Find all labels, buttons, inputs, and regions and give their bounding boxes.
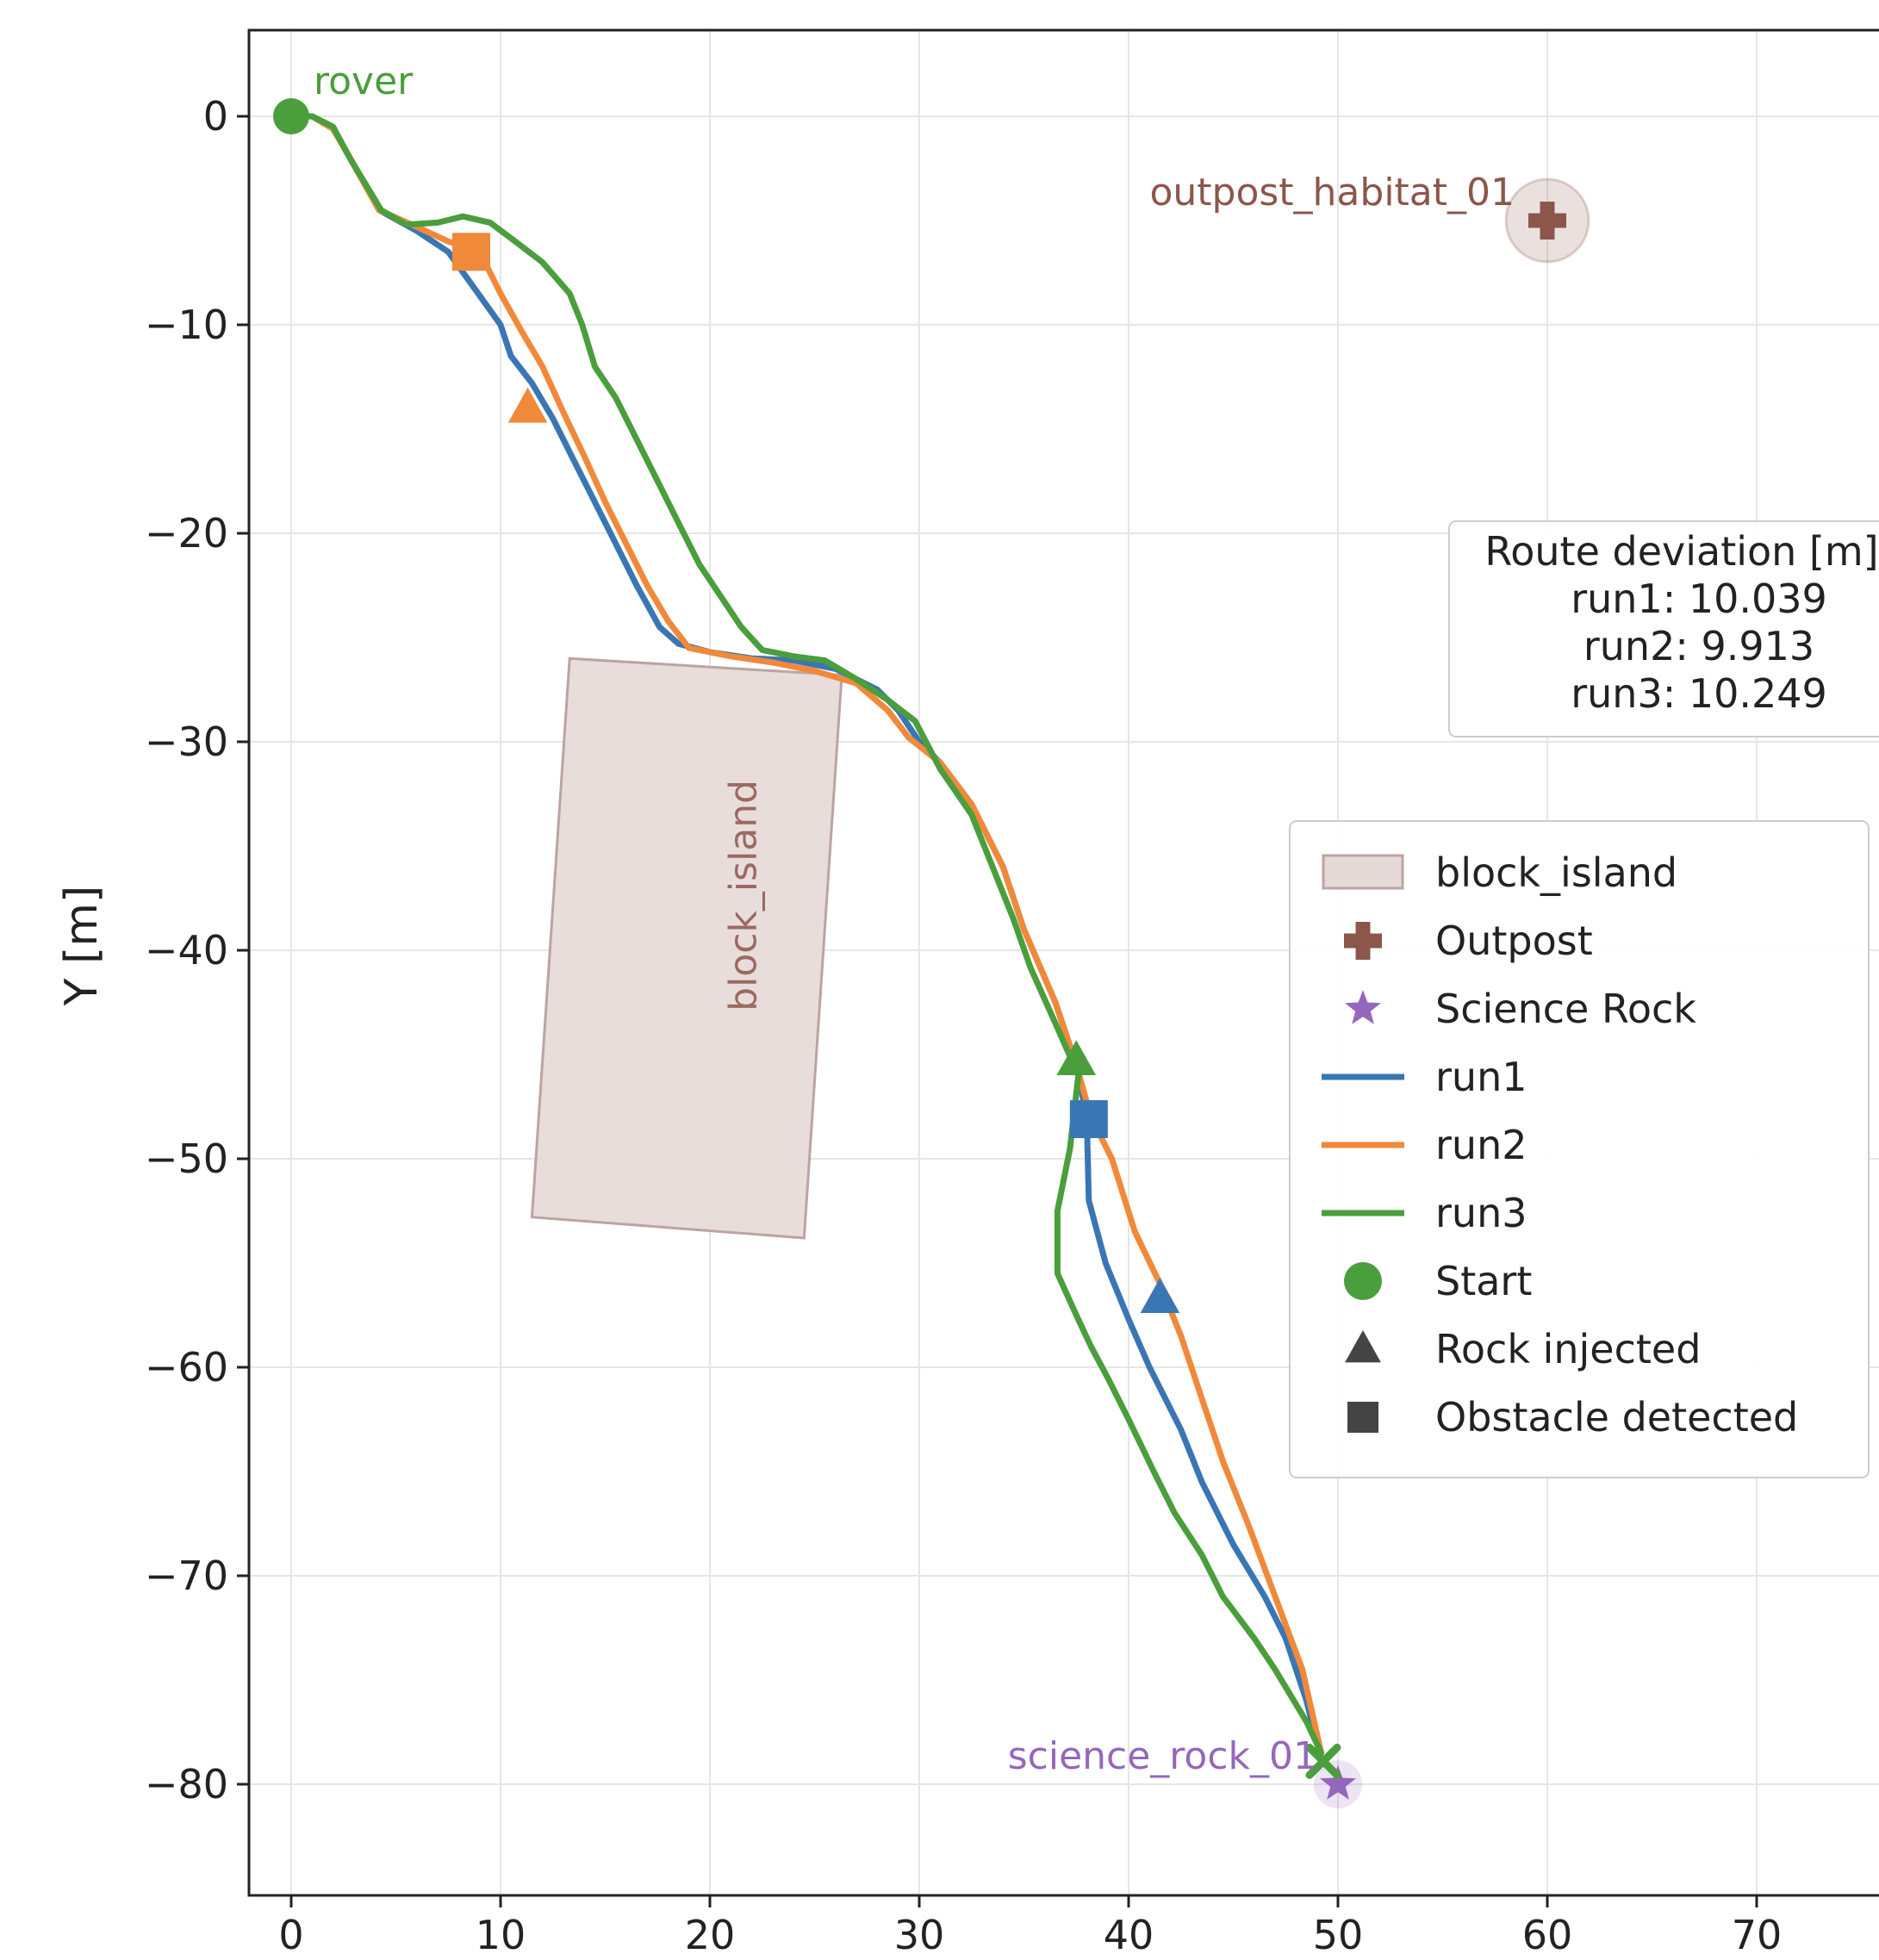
start-marker [273,98,309,134]
y-tick-label: −70 [145,1552,228,1599]
y-tick-label: −20 [145,510,228,557]
route-deviation-title: Route deviation [m] [1484,528,1878,575]
legend-label-science-rock: Science Rock [1435,986,1696,1032]
y-axis-label: Y [m] [56,886,108,1007]
x-tick-label: 20 [685,1912,736,1958]
legend-label-start: Start [1435,1258,1532,1304]
run1-obstacle-detected-marker [1069,1100,1108,1139]
run2-obstacle-detected-marker [451,233,490,271]
y-tick-label: 0 [203,93,228,140]
rover-label: rover [314,59,414,103]
science-rock-marker [1320,1765,1356,1800]
plot-area: block_island [273,98,1590,1808]
y-tick-label: −80 [145,1761,228,1808]
legend-label-obstacle-detected: Obstacle detected [1435,1394,1798,1440]
y-tick-label: −50 [145,1136,228,1182]
block-island-polygon [530,656,843,1240]
run3-rock-injected-marker [1056,1040,1097,1076]
x-tick-label: 10 [476,1912,526,1958]
x-tick-label: 0 [278,1912,303,1958]
end-marker [1305,1743,1341,1779]
legend-swatch-science-rock [1345,990,1381,1024]
y-tick-label: −30 [145,719,228,765]
legend-swatch-obstacle-detected [1347,1402,1378,1433]
outpost-label: outpost_habitat_01 [1149,171,1515,215]
axes-frame [247,28,1879,1897]
legend: block_island Outpost Science Rock run1 r… [1289,820,1870,1478]
x-tick-label: 40 [1104,1912,1154,1958]
run3-line [288,113,1325,1757]
run2-rock-injected-marker [507,387,548,423]
legend-label-outpost: Outpost [1435,918,1593,964]
legend-label-run2: run2 [1435,1122,1527,1168]
annotations: rover outpost_habitat_01 science_rock_01 [314,59,1515,1778]
run1-rock-injected-marker [1140,1278,1180,1313]
route-deviation-run3: run3: 10.249 [1571,670,1827,717]
legend-label-block-island: block_island [1435,849,1677,896]
x-tick-label: 70 [1732,1912,1783,1958]
legend-frame [1289,820,1870,1478]
legend-swatch-start [1344,1262,1382,1300]
route-deviation-box: Route deviation [m] run1: 10.039 run2: 9… [1448,520,1879,737]
outpost-marker [1528,202,1566,240]
x-tick-label: 50 [1313,1912,1364,1958]
legend-label-run3: run3 [1435,1190,1527,1236]
block-island-label: block_island [721,780,765,1011]
axis-ticks: 0 10 20 30 40 50 60 70 0 −10 −20 −30 −40 −50 −60 −70 −80 [145,93,1782,1958]
science-rock-label: science_rock_01 [1008,1734,1317,1778]
y-tick-label: −40 [145,927,228,974]
legend-swatch-block-island [1322,854,1404,890]
route-deviation-frame [1448,520,1879,737]
route-deviation-run1: run1: 10.039 [1571,576,1827,622]
route-deviation-run2: run2: 9.913 [1583,623,1814,669]
y-tick-label: −60 [145,1344,228,1391]
legend-label-run1: run1 [1435,1054,1527,1100]
legend-swatch-rock-injected [1345,1330,1381,1363]
x-tick-label: 30 [894,1912,945,1958]
legend-swatch-outpost [1344,922,1382,960]
y-tick-label: −10 [145,302,228,348]
x-tick-label: 60 [1522,1912,1573,1958]
legend-label-rock-injected: Rock injected [1435,1326,1701,1372]
legend-symbols [1322,854,1404,1433]
